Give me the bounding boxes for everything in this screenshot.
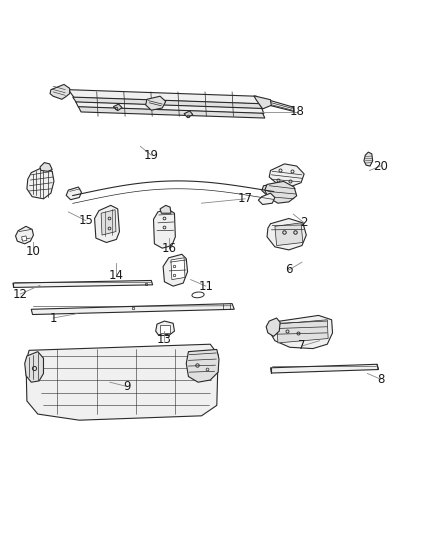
Polygon shape — [271, 364, 378, 373]
Polygon shape — [21, 236, 27, 241]
Polygon shape — [31, 304, 234, 314]
Polygon shape — [267, 219, 306, 250]
Polygon shape — [364, 152, 373, 166]
Text: 7: 7 — [298, 340, 306, 352]
Polygon shape — [271, 101, 294, 111]
Text: 18: 18 — [290, 105, 305, 118]
Polygon shape — [269, 316, 332, 349]
Text: 19: 19 — [144, 149, 159, 161]
Polygon shape — [13, 280, 152, 287]
Text: 12: 12 — [13, 287, 28, 301]
Polygon shape — [146, 96, 166, 110]
Polygon shape — [26, 344, 218, 420]
Text: 2: 2 — [300, 216, 308, 229]
Polygon shape — [163, 254, 187, 286]
Polygon shape — [101, 210, 116, 235]
Polygon shape — [153, 209, 175, 248]
Polygon shape — [155, 321, 174, 335]
Text: 11: 11 — [198, 280, 213, 293]
Polygon shape — [275, 223, 303, 246]
Text: 8: 8 — [377, 373, 384, 386]
Polygon shape — [265, 181, 297, 203]
Polygon shape — [277, 320, 328, 343]
Text: 15: 15 — [78, 214, 93, 227]
Polygon shape — [73, 97, 263, 109]
Text: 1: 1 — [49, 311, 57, 325]
Text: 14: 14 — [109, 269, 124, 282]
Polygon shape — [66, 187, 81, 200]
Text: 13: 13 — [157, 333, 172, 346]
Text: 17: 17 — [238, 192, 253, 205]
Text: 16: 16 — [161, 241, 176, 255]
Polygon shape — [269, 164, 304, 187]
Text: 9: 9 — [124, 380, 131, 393]
Polygon shape — [160, 205, 171, 213]
Polygon shape — [27, 167, 54, 199]
Polygon shape — [266, 318, 280, 336]
Polygon shape — [25, 352, 43, 382]
Polygon shape — [160, 325, 170, 333]
Polygon shape — [50, 84, 70, 99]
Polygon shape — [68, 90, 263, 104]
Polygon shape — [15, 227, 33, 244]
Polygon shape — [184, 111, 193, 118]
Polygon shape — [171, 258, 185, 280]
Polygon shape — [258, 193, 275, 205]
Polygon shape — [254, 96, 272, 109]
Text: 20: 20 — [373, 159, 388, 173]
Polygon shape — [40, 163, 52, 171]
Polygon shape — [262, 183, 280, 195]
Polygon shape — [95, 205, 120, 243]
Text: 10: 10 — [26, 245, 41, 258]
Polygon shape — [113, 104, 122, 111]
Polygon shape — [76, 102, 264, 114]
Polygon shape — [186, 350, 219, 382]
Text: 6: 6 — [285, 263, 293, 277]
Polygon shape — [78, 107, 265, 118]
